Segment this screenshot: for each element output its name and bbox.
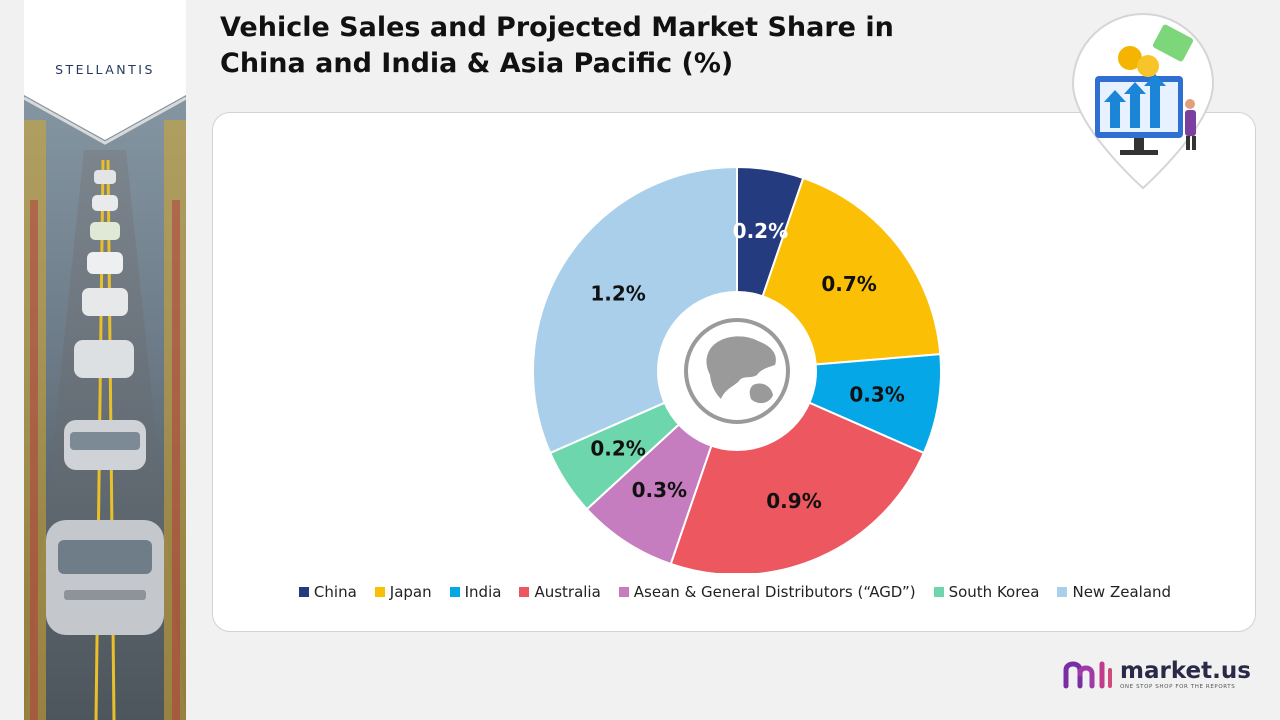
legend-label: Asean & General Distributors (“AGD”) [633,583,916,601]
legend: China Japan India Australia Asean & General … [213,583,1257,601]
legend-item: New Zealand [1057,583,1171,601]
donut-chart: 0.2% 0.7% 0.3% 0.9% 0.3% 0.2% 1.2% [532,165,942,573]
assembly-line-image [24,0,186,720]
legend-label: New Zealand [1072,583,1172,601]
marketus-brand: market.us ONE STOP SHOP FOR THE REPORTS [1062,656,1262,696]
legend-swatch [618,587,629,597]
growth-badge-icon [1071,12,1215,190]
legend-label: China [313,583,357,601]
slice-label: 0.3% [849,382,904,406]
legend-item: Asean & General Distributors (“AGD”) [618,583,916,601]
slice-label: 0.3% [632,478,687,502]
stellantis-logo: STELLANTIS [24,0,186,160]
legend-item: Australia [519,583,601,601]
legend-label: South Korea [948,583,1040,601]
legend-swatch [1057,587,1068,597]
slice-label: 0.2% [590,437,645,461]
legend-swatch [298,587,309,597]
legend-swatch [933,587,944,597]
slice-label: 0.2% [733,219,788,243]
brand-name: market.us [1120,658,1251,684]
slice-label: 0.7% [821,272,876,296]
legend-item: India [449,583,502,601]
globe-asia-icon [684,318,790,424]
legend-label: Japan [389,583,432,601]
legend-swatch [374,587,385,597]
slice-label: 0.9% [766,489,821,513]
slice-label: 1.2% [590,281,645,305]
legend-swatch [519,587,530,597]
legend-label: India [464,583,502,601]
logo-text: STELLANTIS [55,62,155,77]
chart-card: 0.2% 0.7% 0.3% 0.9% 0.3% 0.2% 1.2% China Japan I… [212,112,1256,632]
page-title: Vehicle Sales and Projected Market Share… [220,12,894,79]
legend-item: Japan [374,583,432,601]
marketus-logo-icon [1063,661,1112,689]
legend-item: China [298,583,357,601]
legend-label: Australia [534,583,601,601]
brand-tagline: ONE STOP SHOP FOR THE REPORTS [1120,684,1236,690]
legend-swatch [449,587,460,597]
logo-banner [24,0,186,145]
legend-item: South Korea [933,583,1040,601]
